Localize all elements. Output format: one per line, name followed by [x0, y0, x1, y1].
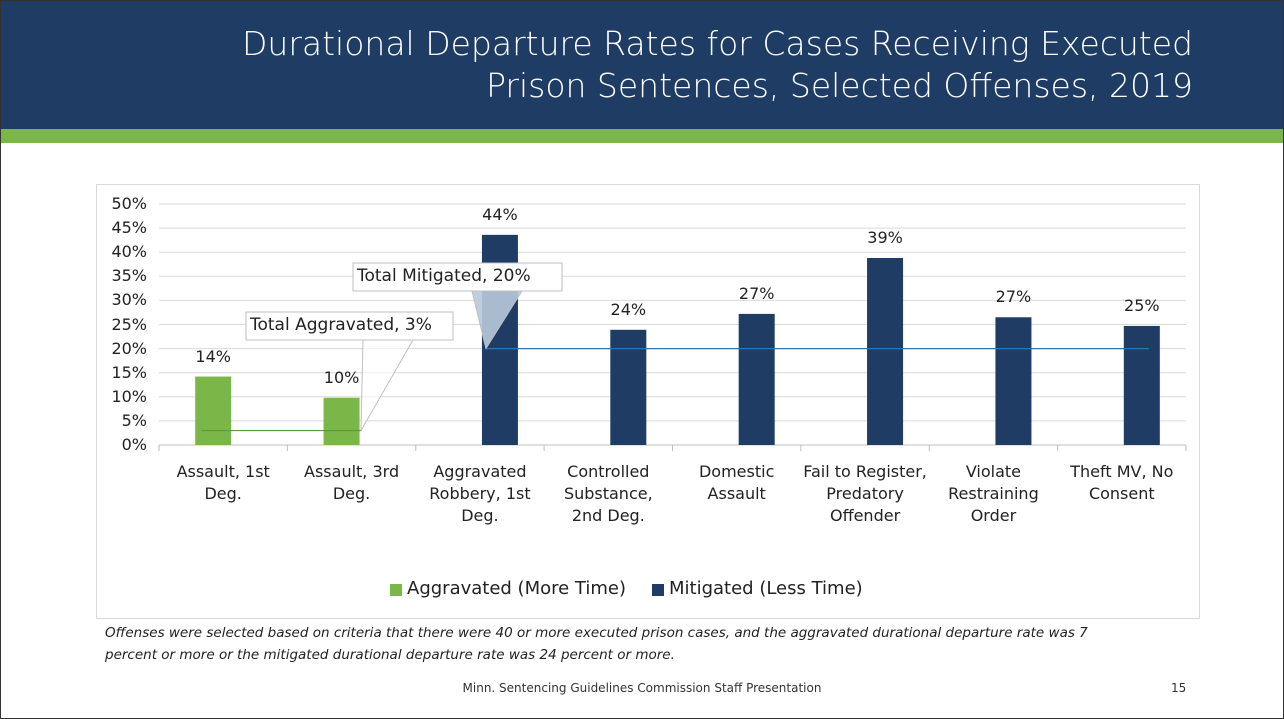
x-tick-label: Assault, 3rd Deg.: [304, 462, 400, 503]
x-tick-label: Controlled Substance, 2nd Deg.: [563, 462, 653, 525]
y-tick-label: 25%: [111, 314, 147, 334]
header-band: [1, 1, 1283, 129]
bar: [323, 397, 360, 445]
value-label: 44%: [482, 204, 518, 224]
chart-title: Durational Departure Rates for Cases Rec…: [242, 24, 1193, 105]
header-stripe: [1, 129, 1283, 143]
y-tick-label: 20%: [111, 338, 147, 358]
callout-box: [245, 311, 454, 341]
y-tick-label: 5%: [121, 410, 147, 430]
footnote: Offenses were selected based on criteria…: [105, 625, 1088, 663]
reference-label: Total Mitigated, 20%: [357, 266, 531, 286]
footer: Minn. Sentencing Guidelines Commission S…: [462, 681, 822, 695]
page-number: 15: [1171, 681, 1187, 695]
reference-label: Total Aggravated, 3%: [250, 315, 432, 335]
y-tick-label: 35%: [111, 266, 147, 286]
value-label: 39%: [867, 227, 903, 247]
bar: [195, 376, 232, 445]
y-tick-label: 15%: [111, 362, 147, 382]
bar: [1123, 325, 1160, 445]
bar: [738, 313, 775, 445]
bar: [867, 257, 904, 445]
legend-label: Aggravated (More Time): [407, 578, 626, 599]
value-label: 25%: [1124, 295, 1160, 315]
y-tick-label: 40%: [111, 242, 147, 262]
chart-frame: [96, 184, 1200, 619]
x-tick-label: Fail to Register, Predatory Offender: [803, 462, 927, 525]
x-tick-label: Assault, 1st Deg.: [176, 462, 270, 503]
legend-label: Mitigated (Less Time): [669, 578, 863, 599]
bar: [610, 329, 647, 445]
callout-box: [352, 262, 563, 292]
x-tick-label: Domestic Assault: [698, 462, 775, 503]
x-tick-label: Aggravated Robbery, 1st Deg.: [429, 462, 531, 525]
value-label: 24%: [610, 299, 647, 319]
value-label: 10%: [323, 367, 360, 387]
bar: [995, 317, 1032, 445]
x-tick-label: Violate Restraining Order: [948, 462, 1039, 525]
value-label: 27%: [738, 283, 775, 303]
legend-swatch: [652, 584, 664, 596]
y-tick-label: 0%: [121, 435, 147, 454]
y-tick-label: 30%: [111, 290, 147, 310]
legend-swatch: [390, 584, 402, 596]
value-label: 27%: [995, 287, 1032, 307]
y-tick-label: 45%: [111, 218, 147, 238]
x-tick-label: Theft MV, No Consent: [1070, 462, 1174, 503]
y-tick-label: 50%: [111, 194, 147, 213]
value-label: 14%: [195, 346, 231, 366]
y-tick-label: 10%: [111, 386, 147, 406]
